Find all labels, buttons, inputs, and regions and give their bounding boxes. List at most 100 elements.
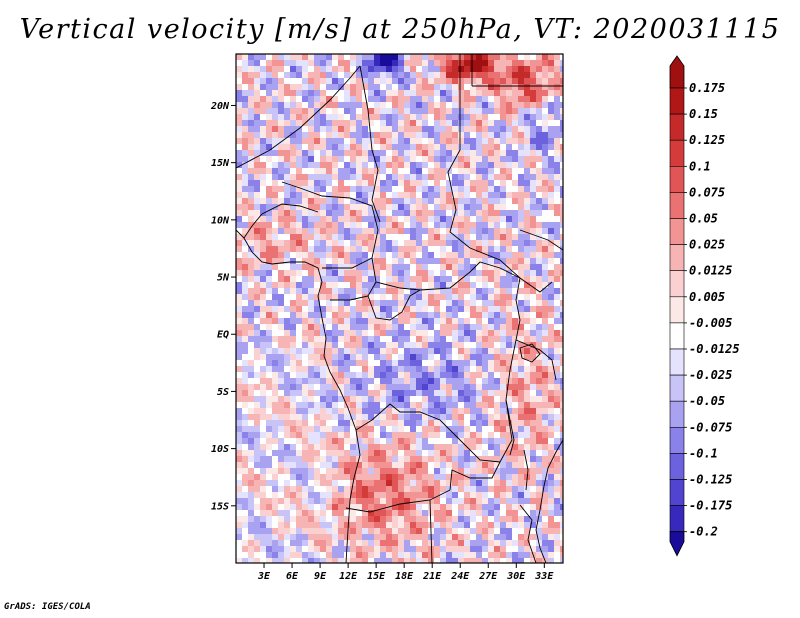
field-cell bbox=[458, 510, 465, 517]
field-cell bbox=[344, 372, 351, 379]
field-cell bbox=[272, 120, 279, 127]
field-cell bbox=[362, 324, 369, 331]
field-cell bbox=[380, 66, 387, 73]
field-cell bbox=[314, 90, 321, 97]
field-cell bbox=[434, 342, 441, 349]
field-cell bbox=[374, 126, 381, 133]
field-cell bbox=[440, 516, 447, 523]
field-cell bbox=[554, 114, 561, 121]
field-cell bbox=[272, 234, 279, 241]
field-cell bbox=[458, 168, 465, 175]
field-cell bbox=[344, 450, 351, 457]
field-cell bbox=[272, 480, 279, 487]
field-cell bbox=[440, 552, 447, 559]
field-cell bbox=[242, 186, 249, 193]
field-cell bbox=[392, 432, 399, 439]
field-cell bbox=[404, 144, 411, 151]
field-cell bbox=[338, 216, 345, 223]
field-cell bbox=[452, 60, 459, 67]
field-cell bbox=[350, 78, 357, 85]
field-cell bbox=[524, 294, 531, 301]
field-cell bbox=[452, 486, 459, 493]
field-cell bbox=[380, 234, 387, 241]
field-cell bbox=[344, 366, 351, 373]
field-cell bbox=[278, 294, 285, 301]
field-cell bbox=[404, 492, 411, 499]
field-cell bbox=[296, 192, 303, 199]
field-cell bbox=[374, 534, 381, 541]
field-cell bbox=[422, 204, 429, 211]
field-cell bbox=[434, 480, 441, 487]
field-cell bbox=[512, 462, 519, 469]
field-cell bbox=[386, 198, 393, 205]
field-cell bbox=[536, 348, 543, 355]
field-cell bbox=[326, 72, 333, 79]
field-cell bbox=[380, 402, 387, 409]
field-cell bbox=[494, 276, 501, 283]
field-cell bbox=[332, 180, 339, 187]
field-cell bbox=[314, 342, 321, 349]
field-cell bbox=[374, 282, 381, 289]
field-cell bbox=[488, 414, 495, 421]
field-cell bbox=[260, 120, 267, 127]
field-cell bbox=[350, 510, 357, 517]
field-cell bbox=[320, 426, 327, 433]
field-cell bbox=[320, 66, 327, 73]
field-cell bbox=[416, 540, 423, 547]
field-cell bbox=[476, 90, 483, 97]
field-cell bbox=[422, 276, 429, 283]
field-cell bbox=[506, 54, 513, 61]
border-ethiopia bbox=[519, 229, 563, 251]
field-cell bbox=[392, 306, 399, 313]
field-cell bbox=[410, 558, 417, 563]
field-cell bbox=[404, 372, 411, 379]
field-cell bbox=[476, 60, 483, 67]
field-cell bbox=[302, 528, 309, 535]
field-cell bbox=[458, 270, 465, 277]
field-cell bbox=[236, 138, 243, 145]
field-cell bbox=[296, 120, 303, 127]
field-cell bbox=[512, 534, 519, 541]
field-cell bbox=[452, 300, 459, 307]
field-cell bbox=[302, 192, 309, 199]
field-cell bbox=[542, 252, 549, 259]
field-cell bbox=[524, 126, 531, 133]
field-cell bbox=[326, 450, 333, 457]
field-cell bbox=[314, 396, 321, 403]
field-cell bbox=[464, 90, 471, 97]
field-cell bbox=[404, 132, 411, 139]
field-cell bbox=[518, 192, 525, 199]
field-cell bbox=[428, 438, 435, 445]
field-cell bbox=[308, 240, 315, 247]
field-cell bbox=[482, 504, 489, 511]
field-cell bbox=[458, 414, 465, 421]
field-cell bbox=[272, 402, 279, 409]
field-cell bbox=[476, 96, 483, 103]
field-cell bbox=[392, 492, 399, 499]
field-cell bbox=[278, 216, 285, 223]
field-cell bbox=[440, 222, 447, 229]
field-cell bbox=[344, 360, 351, 367]
field-cell bbox=[386, 432, 393, 439]
field-cell bbox=[314, 54, 321, 61]
field-cell bbox=[404, 288, 411, 295]
field-cell bbox=[248, 270, 255, 277]
field-cell bbox=[470, 264, 477, 271]
field-cell bbox=[260, 102, 267, 109]
field-cell bbox=[284, 504, 291, 511]
field-cell bbox=[554, 252, 561, 259]
field-cell bbox=[488, 528, 495, 535]
field-cell bbox=[428, 474, 435, 481]
field-cell bbox=[446, 234, 453, 241]
field-cell bbox=[242, 114, 249, 121]
field-cell bbox=[326, 342, 333, 349]
field-cell bbox=[374, 252, 381, 259]
field-cell bbox=[398, 204, 405, 211]
field-cell bbox=[368, 72, 375, 79]
field-cell bbox=[452, 426, 459, 433]
field-cell bbox=[242, 294, 249, 301]
field-cell bbox=[464, 114, 471, 121]
field-cell bbox=[332, 546, 339, 553]
field-cell bbox=[554, 534, 561, 541]
field-cell bbox=[554, 426, 561, 433]
